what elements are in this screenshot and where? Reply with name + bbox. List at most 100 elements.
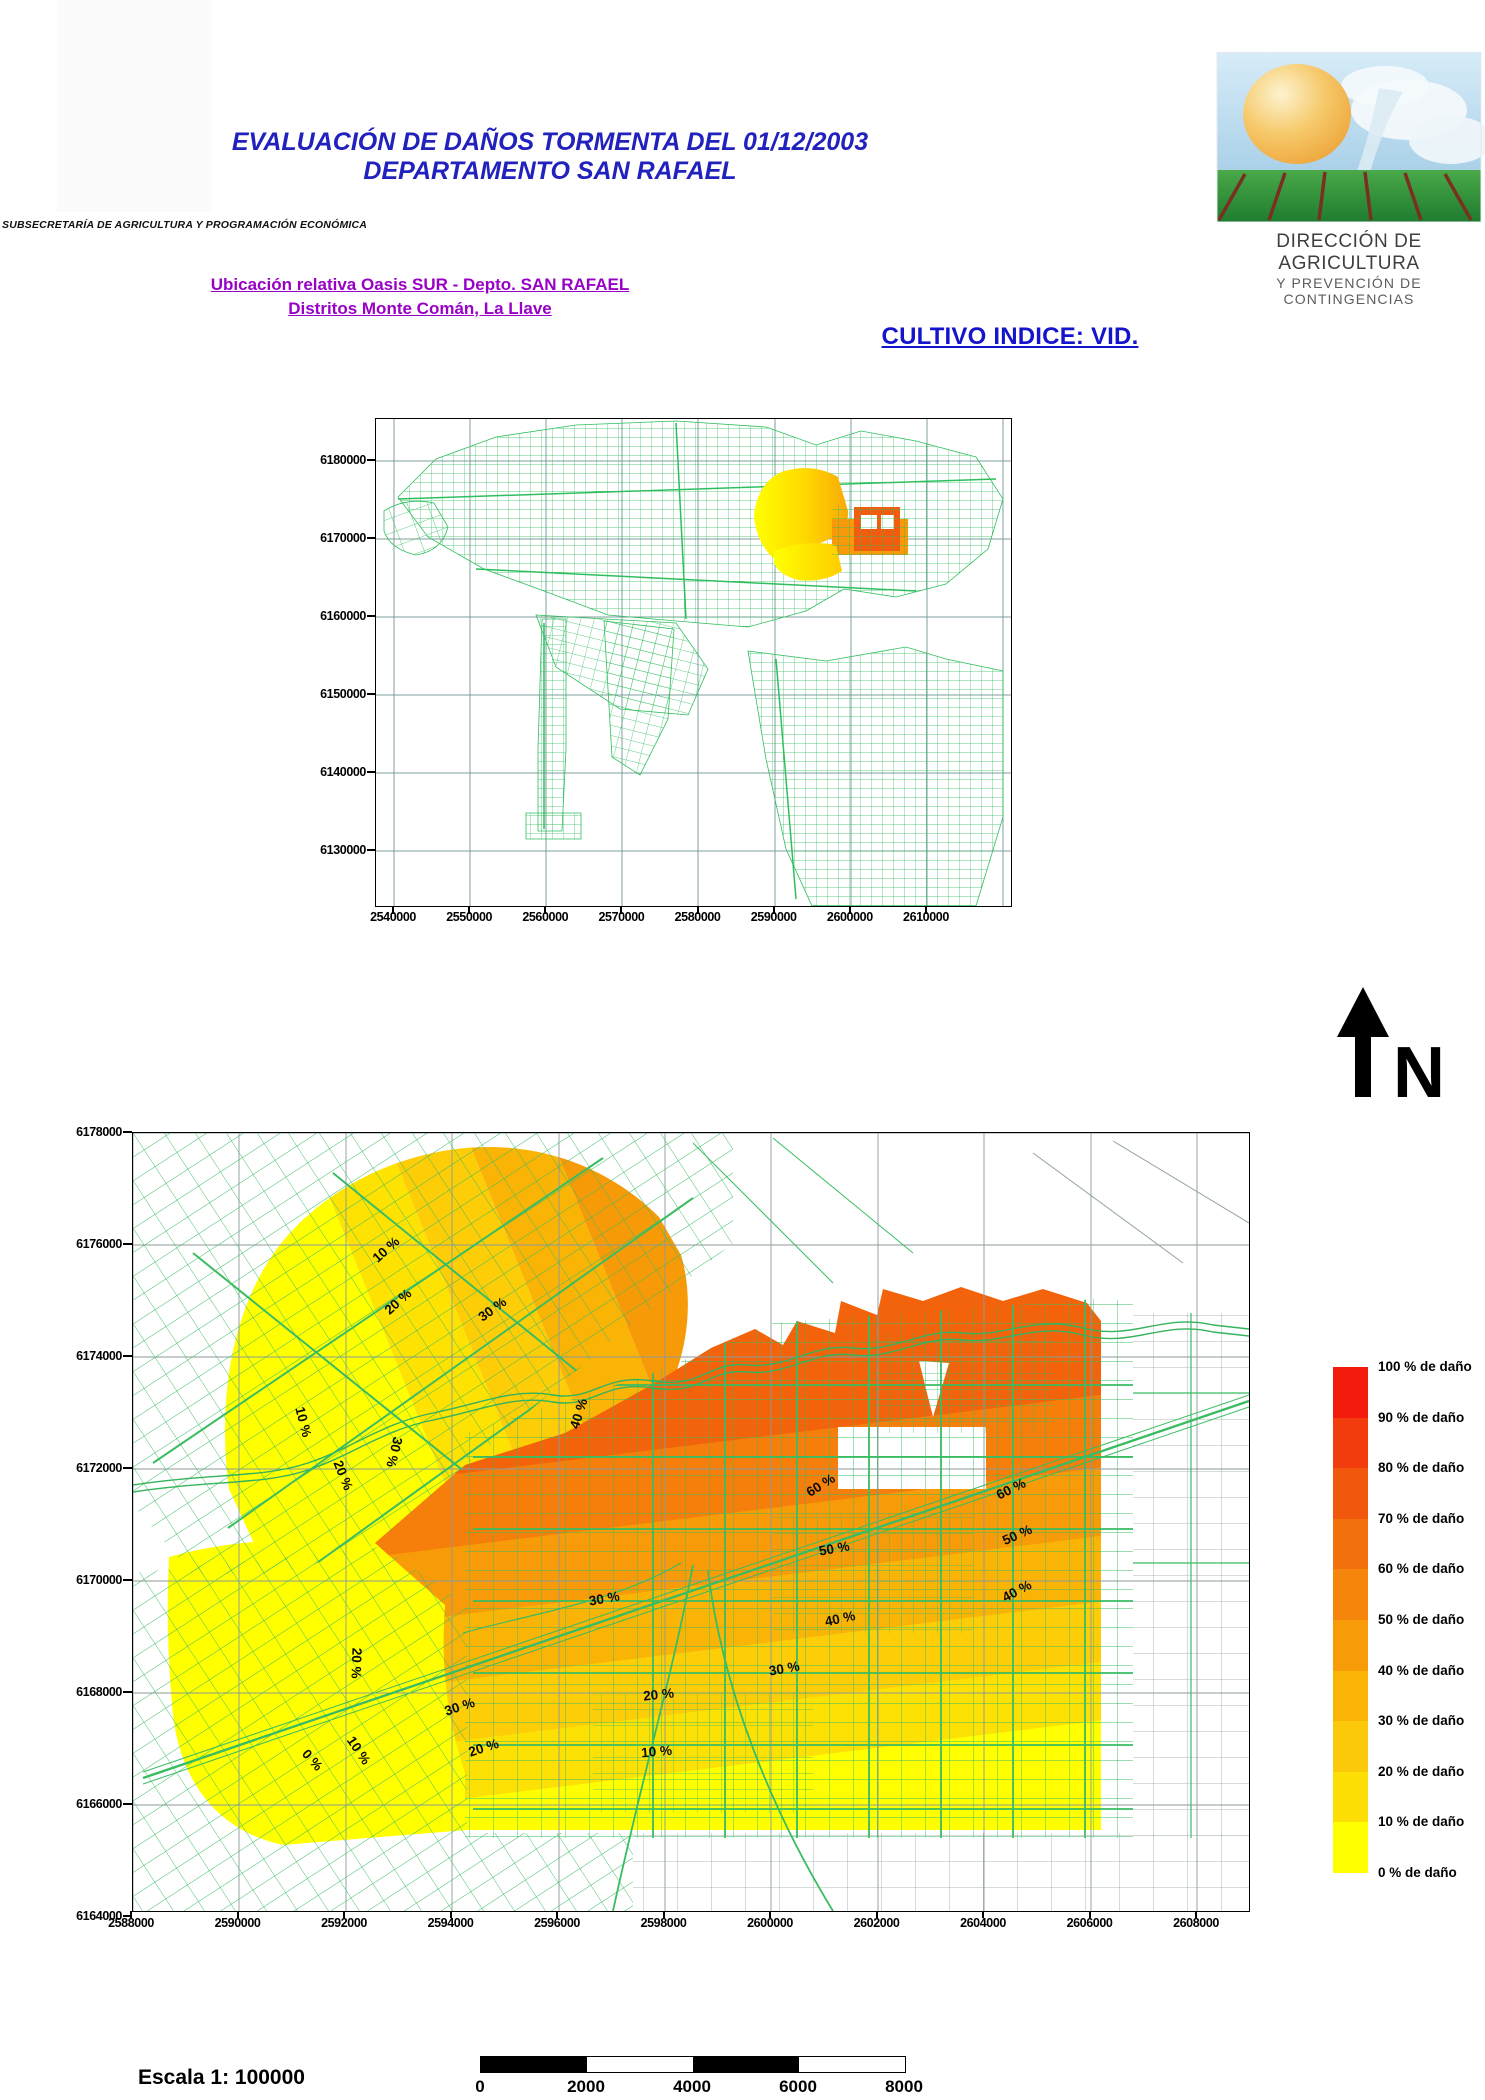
detail-map-canvas: 10 %20 % 30 %40 %10 %20 %30 %60 % 60 %50 %… — [132, 1132, 1250, 1912]
overview-x-tick-label: 2540000 — [370, 910, 416, 924]
contour-label: 40 % — [823, 1608, 856, 1629]
legend-label: 40 % de daño — [1378, 1662, 1465, 1678]
detail-x-tick-label: 2602000 — [853, 1916, 900, 1930]
overview-y-tick-label: 6160000 — [320, 609, 366, 623]
detail-x-tickmark — [343, 1911, 345, 1918]
contour-label: 30 % — [768, 1659, 801, 1679]
overview-y-tick-label: 6140000 — [320, 765, 366, 779]
legend-label: 80 % de daño — [1378, 1460, 1465, 1476]
main-diagonal-road — [142, 1394, 1250, 1785]
parcel-grid-southwest — [133, 1547, 633, 1911]
legend-label: 0 % de daño — [1378, 1865, 1457, 1880]
overview-x-tickmark — [696, 906, 699, 914]
detail-x-tickmark — [1088, 1911, 1091, 1918]
scale-tick-label: 4000 — [673, 2077, 711, 2096]
overview-y-tick-label: 6150000 — [320, 687, 366, 701]
north-arrow: N — [1335, 985, 1445, 1113]
north-strip-roads — [692, 1137, 914, 1284]
contour-labels: 10 %20 % 30 %40 %10 %20 %30 %60 % 60 %50 %… — [292, 1234, 1034, 1774]
scale-bar — [480, 2056, 906, 2073]
cloud — [1341, 66, 1429, 106]
legend-color-band — [1333, 1367, 1368, 1418]
contour-label: 10 % — [641, 1743, 673, 1761]
detail-y-tickmark — [123, 1803, 132, 1805]
legend-label: 10 % de daño — [1378, 1814, 1465, 1830]
logo-image — [1216, 51, 1485, 223]
title-line-1: EVALUACIÓN DE DAÑOS TORMENTA DEL 01/12/2… — [231, 128, 869, 156]
overview-y-tickmark — [367, 537, 375, 539]
legend-label: 100 % de daño — [1378, 1359, 1472, 1374]
legend-label: 20 % de daño — [1378, 1763, 1465, 1779]
overview-map — [375, 418, 1012, 907]
contour-label: 30 % — [588, 1589, 621, 1609]
detail-x-tickmark — [875, 1911, 878, 1918]
detail-y-tickmark — [123, 1131, 132, 1133]
legend-label: 30 % de daño — [1378, 1713, 1465, 1729]
detail-x-tickmark — [449, 1911, 452, 1918]
east-roads — [1133, 1313, 1249, 1838]
legend-color-band — [1333, 1822, 1368, 1873]
tornado-funnel-icon — [1355, 88, 1403, 176]
scale-bar-segment — [481, 2057, 587, 2072]
legend-color-band — [1333, 1417, 1368, 1469]
contour-label: 50 % — [818, 1539, 851, 1559]
legend-color-band — [1333, 1620, 1368, 1671]
ubicacion-line-2: Distritos Monte Comán, La Llave — [288, 299, 552, 318]
river — [132, 1321, 1250, 1493]
contour-label: 30 % — [383, 1435, 405, 1468]
overview-y-tickmark — [367, 771, 375, 773]
overview-x-tick-label: 2580000 — [674, 910, 721, 924]
detail-x-tick-label: 2608000 — [1173, 1916, 1219, 1930]
overview-y-tickmark — [367, 849, 375, 851]
detail-y-tickmark — [123, 1467, 132, 1469]
central-streets — [473, 1299, 1133, 1838]
overview-y-tick-label: 6130000 — [320, 843, 366, 857]
detail-y-tick-label: 6166000 — [76, 1797, 122, 1811]
north-arrow-icon: N — [1337, 987, 1445, 1113]
logo-text-line-2: Y PREVENCIÓN DE CONTINGENCIAS — [1276, 275, 1422, 307]
overview-x-tickmark — [772, 906, 775, 914]
legend-label: 90 % de daño — [1378, 1409, 1465, 1425]
detail-y-tick-label: 6164000 — [76, 1909, 122, 1923]
overview-y-tickmark — [367, 459, 375, 461]
overview-x-tick-label: 2550000 — [446, 910, 493, 924]
detail-x-tick-label: 2594000 — [427, 1916, 474, 1930]
detail-y-tick-label: 6174000 — [76, 1349, 122, 1363]
detail-x-tickmark — [130, 1911, 132, 1918]
overview-x-tick-label: 2560000 — [522, 910, 569, 924]
detail-y-tickmark — [123, 1579, 132, 1581]
field-furrows — [1217, 171, 1473, 221]
page-title: EVALUACIÓN DE DAÑOS TORMENTA DEL 01/12/2… — [0, 128, 1100, 186]
logo-field — [1217, 170, 1481, 222]
overview-x-tick-label: 2590000 — [750, 910, 797, 924]
legend-color-band — [1333, 1569, 1368, 1620]
ubicacion-line-1: Ubicación relativa Oasis SUR - Depto. SA… — [210, 275, 630, 294]
overview-y-tickmark — [367, 693, 375, 695]
scale-tick-label: 6000 — [779, 2077, 817, 2096]
parcel-grid-northwest — [133, 1133, 733, 1575]
overview-x-tickmark — [392, 906, 394, 914]
overview-x-tick-label: 2570000 — [598, 910, 645, 924]
overview-map-canvas — [376, 419, 1011, 907]
detail-x-tick-label: 2590000 — [214, 1916, 261, 1930]
detail-x-tick-label: 2592000 — [321, 1916, 367, 1930]
agency-logo: DIRECCIÓN DE AGRICULTURA Y PREVENCIÓN DE… — [1213, 51, 1485, 307]
detail-y-tickmark — [123, 1355, 132, 1357]
detail-x-tick-label: 2598000 — [640, 1916, 687, 1930]
detail-x-tick-label: 2606000 — [1066, 1916, 1113, 1930]
overview-x-tickmark — [620, 906, 623, 914]
legend-color-band — [1333, 1518, 1368, 1570]
detail-y-tickmark — [123, 1915, 132, 1917]
detail-y-tickmark — [123, 1243, 132, 1245]
detail-y-tick-label: 6172000 — [76, 1461, 122, 1475]
overview-x-tickmark — [848, 906, 851, 914]
logo-text-line-1: DIRECCIÓN DE AGRICULTURA — [1276, 231, 1422, 274]
overview-y-tickmark — [367, 615, 375, 617]
north-label: N — [1393, 1033, 1445, 1105]
detail-map: 10 % 20 % 30 % 40 % 10 % 20 % 30 % 60 % 60 % 50 %… — [132, 1132, 1250, 1912]
scale-bar-segment — [799, 2057, 905, 2072]
detail-y-tick-label: 6178000 — [76, 1125, 122, 1139]
overview-x-tickmark — [924, 906, 927, 914]
detail-x-tickmark — [769, 1911, 771, 1918]
